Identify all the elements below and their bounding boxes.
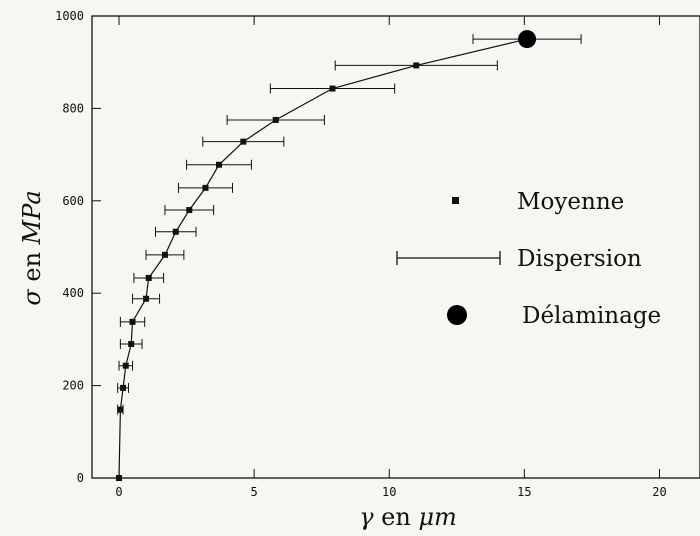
mean-point	[161, 251, 168, 258]
mean-point	[240, 138, 247, 145]
mean-point	[117, 406, 124, 413]
y-axis-title: σ en MPa	[18, 190, 46, 305]
mean-curve	[118, 38, 528, 479]
x-tick-label: 5	[251, 485, 258, 499]
x-tick-label: 20	[652, 485, 666, 499]
x-tick-label: 10	[382, 485, 396, 499]
mean-point	[128, 341, 135, 348]
y-tick-label: 600	[62, 194, 84, 208]
mean-point	[145, 274, 152, 281]
y-tick-label: 200	[62, 379, 84, 393]
plot-area	[91, 15, 700, 479]
y-tick-label: 800	[62, 101, 84, 115]
y-tick-label: 1000	[55, 9, 84, 23]
x-axis-title: γ en μm	[359, 503, 457, 531]
legend-marker-delamination	[447, 305, 467, 325]
mean-point	[129, 318, 136, 325]
mean-point	[272, 116, 279, 123]
x-tick-label: 15	[517, 485, 531, 499]
mean-point	[202, 184, 209, 191]
legend-label: Dispersion	[517, 246, 642, 272]
mean-point	[143, 295, 150, 302]
mean-point	[122, 362, 129, 369]
data-series	[116, 30, 582, 481]
mean-point	[413, 62, 420, 69]
legend-label: Moyenne	[517, 189, 624, 215]
mean-point	[172, 228, 179, 235]
legend-label: Délaminage	[522, 303, 661, 329]
delamination-point	[518, 30, 537, 49]
mean-point	[216, 161, 223, 168]
y-tick-label: 400	[62, 286, 84, 300]
legend: Moyenne Dispersion Délaminage	[396, 189, 661, 329]
mean-point	[329, 85, 336, 92]
mean-point	[120, 384, 127, 391]
mean-point	[186, 207, 193, 214]
y-tick-label: 0	[77, 471, 84, 485]
legend-marker-mean	[452, 197, 459, 204]
x-tick-label: 0	[115, 485, 122, 499]
mean-point	[116, 475, 123, 481]
